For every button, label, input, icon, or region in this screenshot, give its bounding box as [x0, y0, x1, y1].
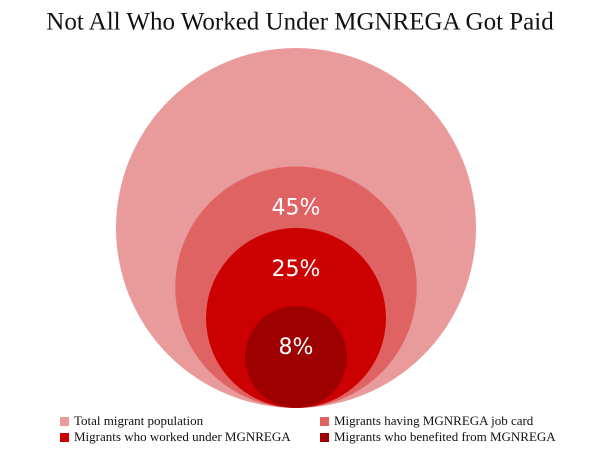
legend-label: Migrants having MGNREGA job card: [334, 413, 534, 428]
value-label: 8%: [279, 335, 314, 360]
legend-swatch: [60, 433, 69, 442]
value-label: 45%: [272, 196, 321, 221]
legend-label: Total migrant population: [74, 413, 204, 428]
legend-label: Migrants who worked under MGNREGA: [74, 429, 291, 444]
legend-label: Migrants who benefited from MGNREGA: [334, 429, 556, 444]
chart-title: Not All Who Worked Under MGNREGA Got Pai…: [46, 9, 554, 36]
legend-swatch: [60, 417, 69, 426]
legend-swatch: [320, 433, 329, 442]
value-label: 25%: [272, 257, 321, 282]
legend-swatch: [320, 417, 329, 426]
circle: [245, 306, 347, 408]
